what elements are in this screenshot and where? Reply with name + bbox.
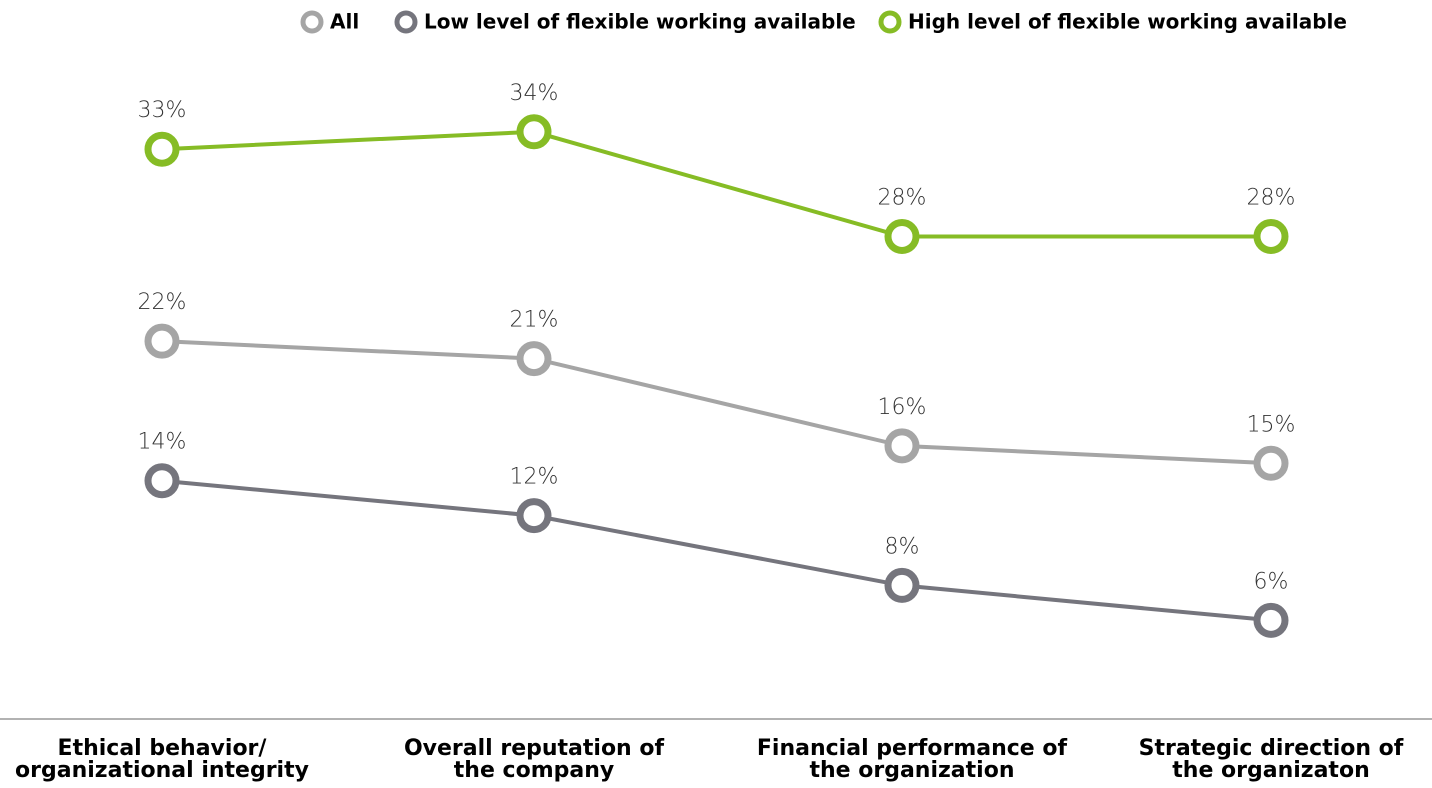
data-label: 12%	[510, 465, 559, 490]
series-line	[161, 478, 1272, 623]
series-line	[161, 129, 1271, 239]
data-label: 21%	[510, 308, 559, 333]
data-label: 33%	[138, 98, 187, 123]
legend-marker	[878, 10, 902, 34]
point-marker	[884, 218, 920, 254]
data-label: 14%	[138, 430, 187, 455]
point-marker	[884, 567, 920, 603]
series-line	[161, 339, 1272, 466]
point-marker	[516, 498, 552, 534]
data-label: 15%	[1247, 412, 1296, 437]
legend-marker	[394, 10, 418, 34]
point-marker	[1253, 218, 1289, 254]
data-label: 34%	[510, 81, 559, 106]
data-label: 28%	[1247, 185, 1296, 210]
point-marker	[1253, 602, 1289, 638]
x-tick-label: Strategic direction of the organizaton	[1138, 736, 1404, 783]
data-label: 8%	[885, 534, 920, 559]
legend-marker	[300, 10, 324, 34]
point-marker	[144, 463, 180, 499]
data-label: 6%	[1254, 569, 1289, 594]
point-marker	[884, 428, 920, 464]
x-tick-label: Ethical behavior/ organizational integri…	[15, 736, 309, 783]
data-label: 28%	[878, 185, 927, 210]
point-marker	[516, 341, 552, 377]
point-marker	[1253, 445, 1289, 481]
legend-label: Low level of flexible working available	[424, 10, 856, 34]
legend-label: All	[330, 10, 359, 34]
x-tick-label: Overall reputation of the company	[403, 736, 665, 783]
data-label: 22%	[138, 290, 187, 315]
point-marker	[516, 114, 552, 150]
legend-label: High level of flexible working available	[908, 10, 1347, 34]
point-marker	[144, 323, 180, 359]
data-label: 16%	[878, 395, 927, 420]
point-marker	[144, 131, 180, 167]
x-tick-label: Financial performance of the organizatio…	[756, 736, 1068, 783]
